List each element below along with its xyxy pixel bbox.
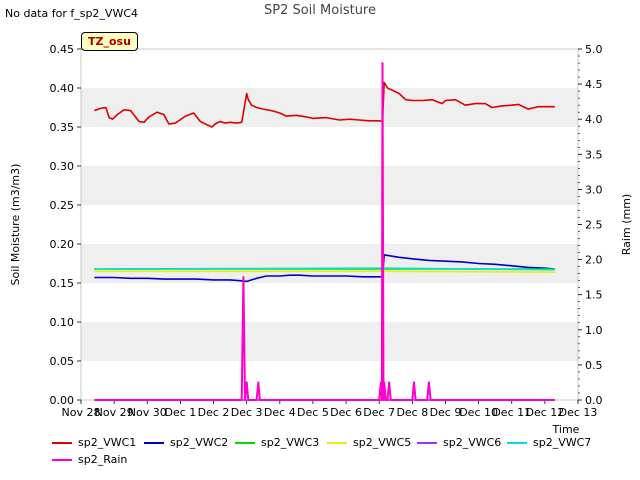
legend-item-sp2_VWC6: sp2_VWC6	[417, 436, 501, 449]
y-tick-label: 0.40	[50, 82, 75, 95]
legend-item-sp2_Rain: sp2_Rain	[52, 453, 127, 466]
x-tick-label: Dec 8	[396, 406, 428, 419]
y-tick-label: 0.35	[50, 121, 75, 134]
x-tick-label: Dec 3	[231, 406, 263, 419]
legend-label: sp2_VWC3	[261, 436, 320, 449]
x-tick-label: Dec 9	[430, 406, 462, 419]
y2-tick-label: 4.5	[585, 78, 603, 91]
legend-item-sp2_VWC3: sp2_VWC3	[235, 436, 319, 449]
x-tick-label: Dec 10	[459, 406, 498, 419]
y-tick-label: 0.20	[50, 238, 75, 251]
y-tick-label: 0.15	[50, 277, 75, 290]
y2-axis-label: Raim (mm)	[620, 194, 633, 255]
legend-swatch	[52, 441, 72, 444]
y2-tick-label: 1.5	[585, 289, 603, 302]
x-tick-label: Dec 2	[198, 406, 230, 419]
legend-label: sp2_VWC6	[443, 436, 502, 449]
legend-swatch	[417, 441, 437, 444]
x-tick-label: Dec 11	[492, 406, 531, 419]
x-tick-label: Dec 4	[264, 406, 296, 419]
y2-tick-label: 0.5	[585, 359, 603, 372]
legend-swatch	[507, 441, 527, 444]
grid-band	[81, 244, 578, 283]
y2-tick-label: 4.0	[585, 113, 603, 126]
y2-tick-label: 1.0	[585, 324, 603, 337]
x-tick-label: Dec 12	[525, 406, 564, 419]
y-tick-label: 0.05	[50, 355, 75, 368]
legend-label: sp2_VWC2	[170, 436, 229, 449]
grid-band	[81, 166, 578, 205]
x-tick-label: Dec 5	[297, 406, 329, 419]
grid-band	[81, 322, 578, 361]
legend-label: sp2_VWC5	[353, 436, 412, 449]
y-tick-label: 0.00	[50, 394, 75, 407]
legend-label: sp2_Rain	[78, 453, 128, 466]
y-tick-label: 0.10	[50, 316, 75, 329]
legend-swatch	[52, 458, 72, 461]
y-tick-label: 0.30	[50, 160, 75, 173]
series-line-sp2_VWC2	[94, 254, 555, 283]
legend-swatch	[327, 441, 347, 444]
series-line-sp2_VWC5	[94, 270, 555, 273]
legend-item-sp2_VWC2: sp2_VWC2	[144, 436, 228, 449]
no-data-notice: No data for f_sp2_VWC4	[5, 7, 139, 20]
x-tick-label: Dec 7	[363, 406, 395, 419]
legend-label: sp2_VWC7	[533, 436, 592, 449]
y2-tick-label: 5.0	[585, 43, 603, 56]
y-axis-label: Soil Moisture (m3/m3)	[9, 164, 22, 286]
x-tick-label: Nov 30	[128, 406, 167, 419]
x-tick-label: Dec 13	[559, 406, 598, 419]
legend-item-sp2_VWC5: sp2_VWC5	[327, 436, 411, 449]
y2-tick-label: 2.0	[585, 254, 603, 267]
chart-title: SP2 Soil Moisture	[263, 3, 376, 18]
legend-label: sp2_VWC1	[78, 436, 137, 449]
y2-tick-label: 0.0	[585, 394, 603, 407]
x-axis-label: Time	[552, 423, 580, 436]
x-tick-label: Dec 6	[330, 406, 362, 419]
grid-band	[81, 88, 578, 127]
y2-tick-label: 3.0	[585, 183, 603, 196]
y-tick-label: 0.45	[50, 43, 75, 56]
legend-swatch	[235, 441, 255, 444]
y-tick-label: 0.25	[50, 199, 75, 212]
y2-tick-label: 2.5	[585, 219, 603, 232]
legend-item-sp2_VWC1: sp2_VWC1	[52, 436, 136, 449]
legend-item-sp2_VWC7: sp2_VWC7	[507, 436, 591, 449]
x-tick-label: Nov 29	[95, 406, 134, 419]
series-line-sp2_VWC1	[94, 81, 555, 128]
legend-swatch	[144, 441, 164, 444]
x-tick-label: Dec 1	[165, 406, 197, 419]
y2-tick-label: 3.5	[585, 148, 603, 161]
site-badge: TZ_osu	[81, 32, 138, 51]
x-tick-label: Nov 28	[62, 406, 101, 419]
series-line-sp2_Rain	[94, 62, 555, 401]
